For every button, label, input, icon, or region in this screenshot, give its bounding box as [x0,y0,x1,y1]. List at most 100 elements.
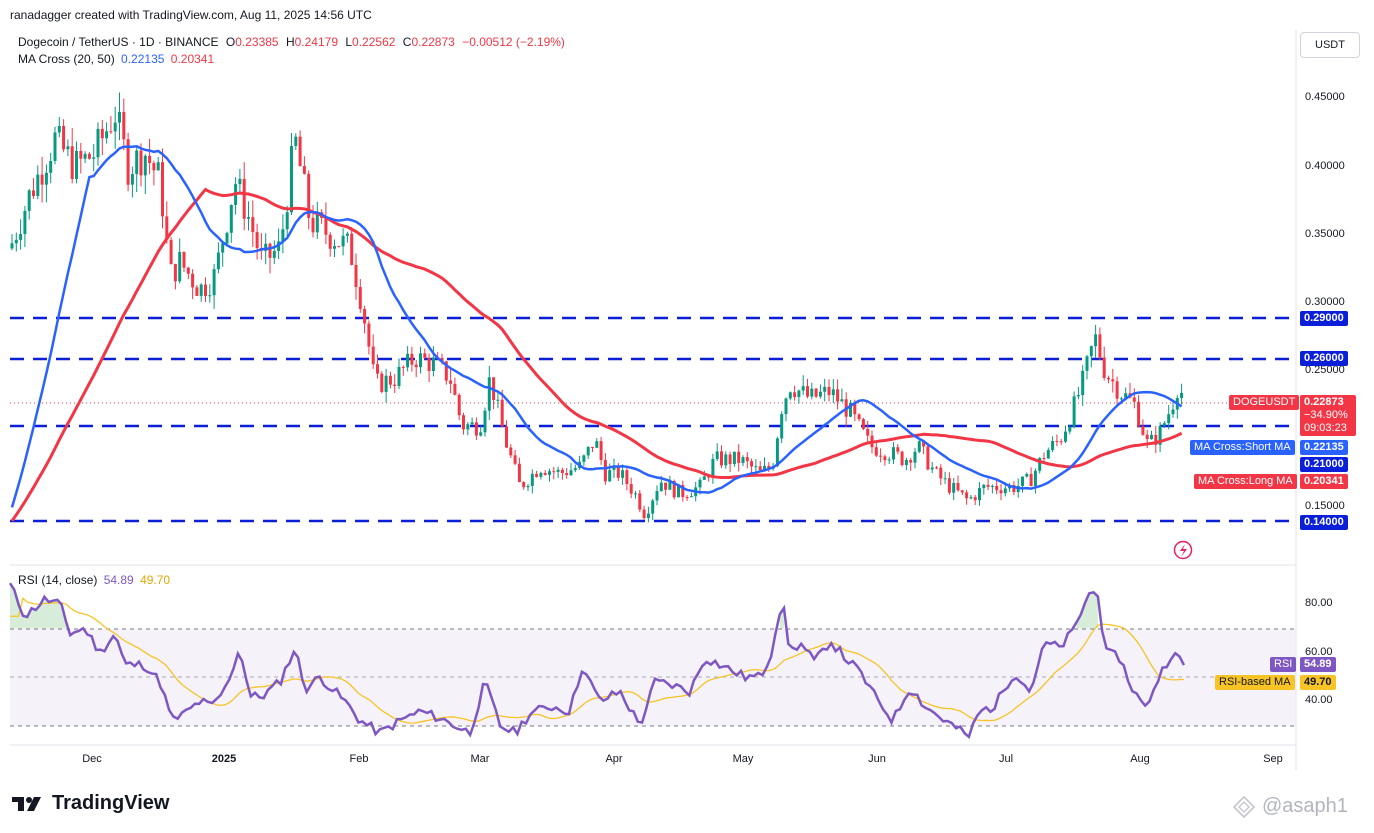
high-value: 0.24179 [294,35,339,49]
candle-body [810,388,814,397]
last-price-tag: 0.22873 −34.90% 09:03:23 [1300,395,1356,436]
candle-body [290,146,293,213]
ma-cross-legend[interactable]: MA Cross (20, 50) 0.22135 0.20341 [18,52,214,66]
candle-body [10,243,14,249]
candle-body [14,239,18,244]
candle-body [109,131,113,133]
candle-body [732,451,736,465]
open-label: O [225,35,236,49]
candle-body [900,451,904,466]
candle-body [500,399,504,427]
ma-short-tag-price: 0.22135 [1300,440,1348,455]
alert-lightning-icon[interactable] [1173,540,1193,560]
candle-body [698,479,702,488]
candle-body [552,471,556,473]
rsi-legend[interactable]: RSI (14, close) 54.89 49.70 [18,573,170,587]
candle-body [857,414,861,420]
bar-countdown: 09:03:23 [1304,422,1347,434]
candle-body [526,485,530,488]
candle-body [49,160,53,173]
candle-body [801,386,805,391]
candle-body [986,484,990,487]
level-tag-0-26: 0.26000 [1300,351,1348,366]
candle-body [195,287,199,296]
candle-body [818,391,822,397]
candle-body [612,465,616,470]
candle-body [806,386,809,397]
candle-body [681,485,685,497]
candle-body [345,233,349,236]
candle-body [470,422,474,425]
candle-body [96,128,100,158]
candle-body [1012,484,1016,493]
candle-body [350,233,354,265]
candle-body [616,465,620,478]
candle-body [315,212,319,233]
candle-body [917,441,921,452]
chart-credit: ranadagger created with TradingView.com,… [10,8,372,22]
candle-body [943,478,947,480]
candle-body [1094,334,1098,347]
candle-body [664,482,668,490]
candle-body [431,357,435,372]
candle-body [548,471,551,475]
candle-body [388,375,392,385]
symbol-tag: DOGEUSDT [1229,395,1300,410]
candle-body [44,172,48,185]
candle-body [32,190,35,196]
candle-body [1154,434,1158,445]
candle-body [496,399,500,401]
candle-body [939,467,943,479]
y-tick-label: 0.45000 [1305,91,1345,104]
candle-body [186,267,190,274]
candle-body [57,125,61,133]
watermark-logo-icon [1232,795,1256,818]
y-tick-label: 0.25000 [1305,364,1345,377]
candle-body [1033,470,1037,487]
candles-group [10,92,1184,523]
candle-body [298,136,302,167]
ma-short-tag-label: MA Cross:Short MA [1190,440,1295,455]
candle-body [638,493,642,510]
y-tick-label: 0.30000 [1305,295,1345,308]
candle-body [947,478,951,493]
tradingview-logo[interactable]: TradingView [12,792,169,815]
candle-body [960,490,964,493]
ma-cross-name: MA Cross (20, 50) [18,52,115,66]
candle-body [1180,392,1184,399]
candle-body [1141,426,1145,435]
candle-body [122,111,126,140]
candle-body [629,484,633,494]
candle-body [212,269,216,296]
candle-body [513,455,517,464]
candle-body [1162,423,1166,426]
candle-body [414,364,418,368]
candle-body [281,229,285,242]
candle-body [449,380,453,384]
candle-body [750,461,754,467]
candle-body [294,136,298,147]
candle-body [453,383,457,395]
candle-body [591,446,594,448]
candle-body [487,377,491,411]
candle-body [406,353,410,368]
candle-body [118,111,121,123]
candle-body [685,496,689,498]
x-label-apr: Apr [605,753,623,765]
candle-body [1085,356,1089,371]
rsi-legend-value: 54.89 [103,573,134,587]
candle-body [328,234,332,249]
candle-body [337,246,341,248]
candle-body [199,284,203,296]
candle-body [608,469,612,482]
rsi-ma-tag-label: RSI-based MA [1215,675,1295,690]
candle-body [586,446,590,456]
candle-body [909,460,913,463]
candle-body [720,451,723,466]
symbol-legend[interactable]: Dogecoin / TetherUS · 1D · BINANCE O0.23… [18,35,565,49]
candle-body [457,394,461,416]
currency-button[interactable]: USDT [1300,32,1360,58]
rsi-overbought-fill [10,583,1098,629]
candle-body [1132,397,1136,402]
